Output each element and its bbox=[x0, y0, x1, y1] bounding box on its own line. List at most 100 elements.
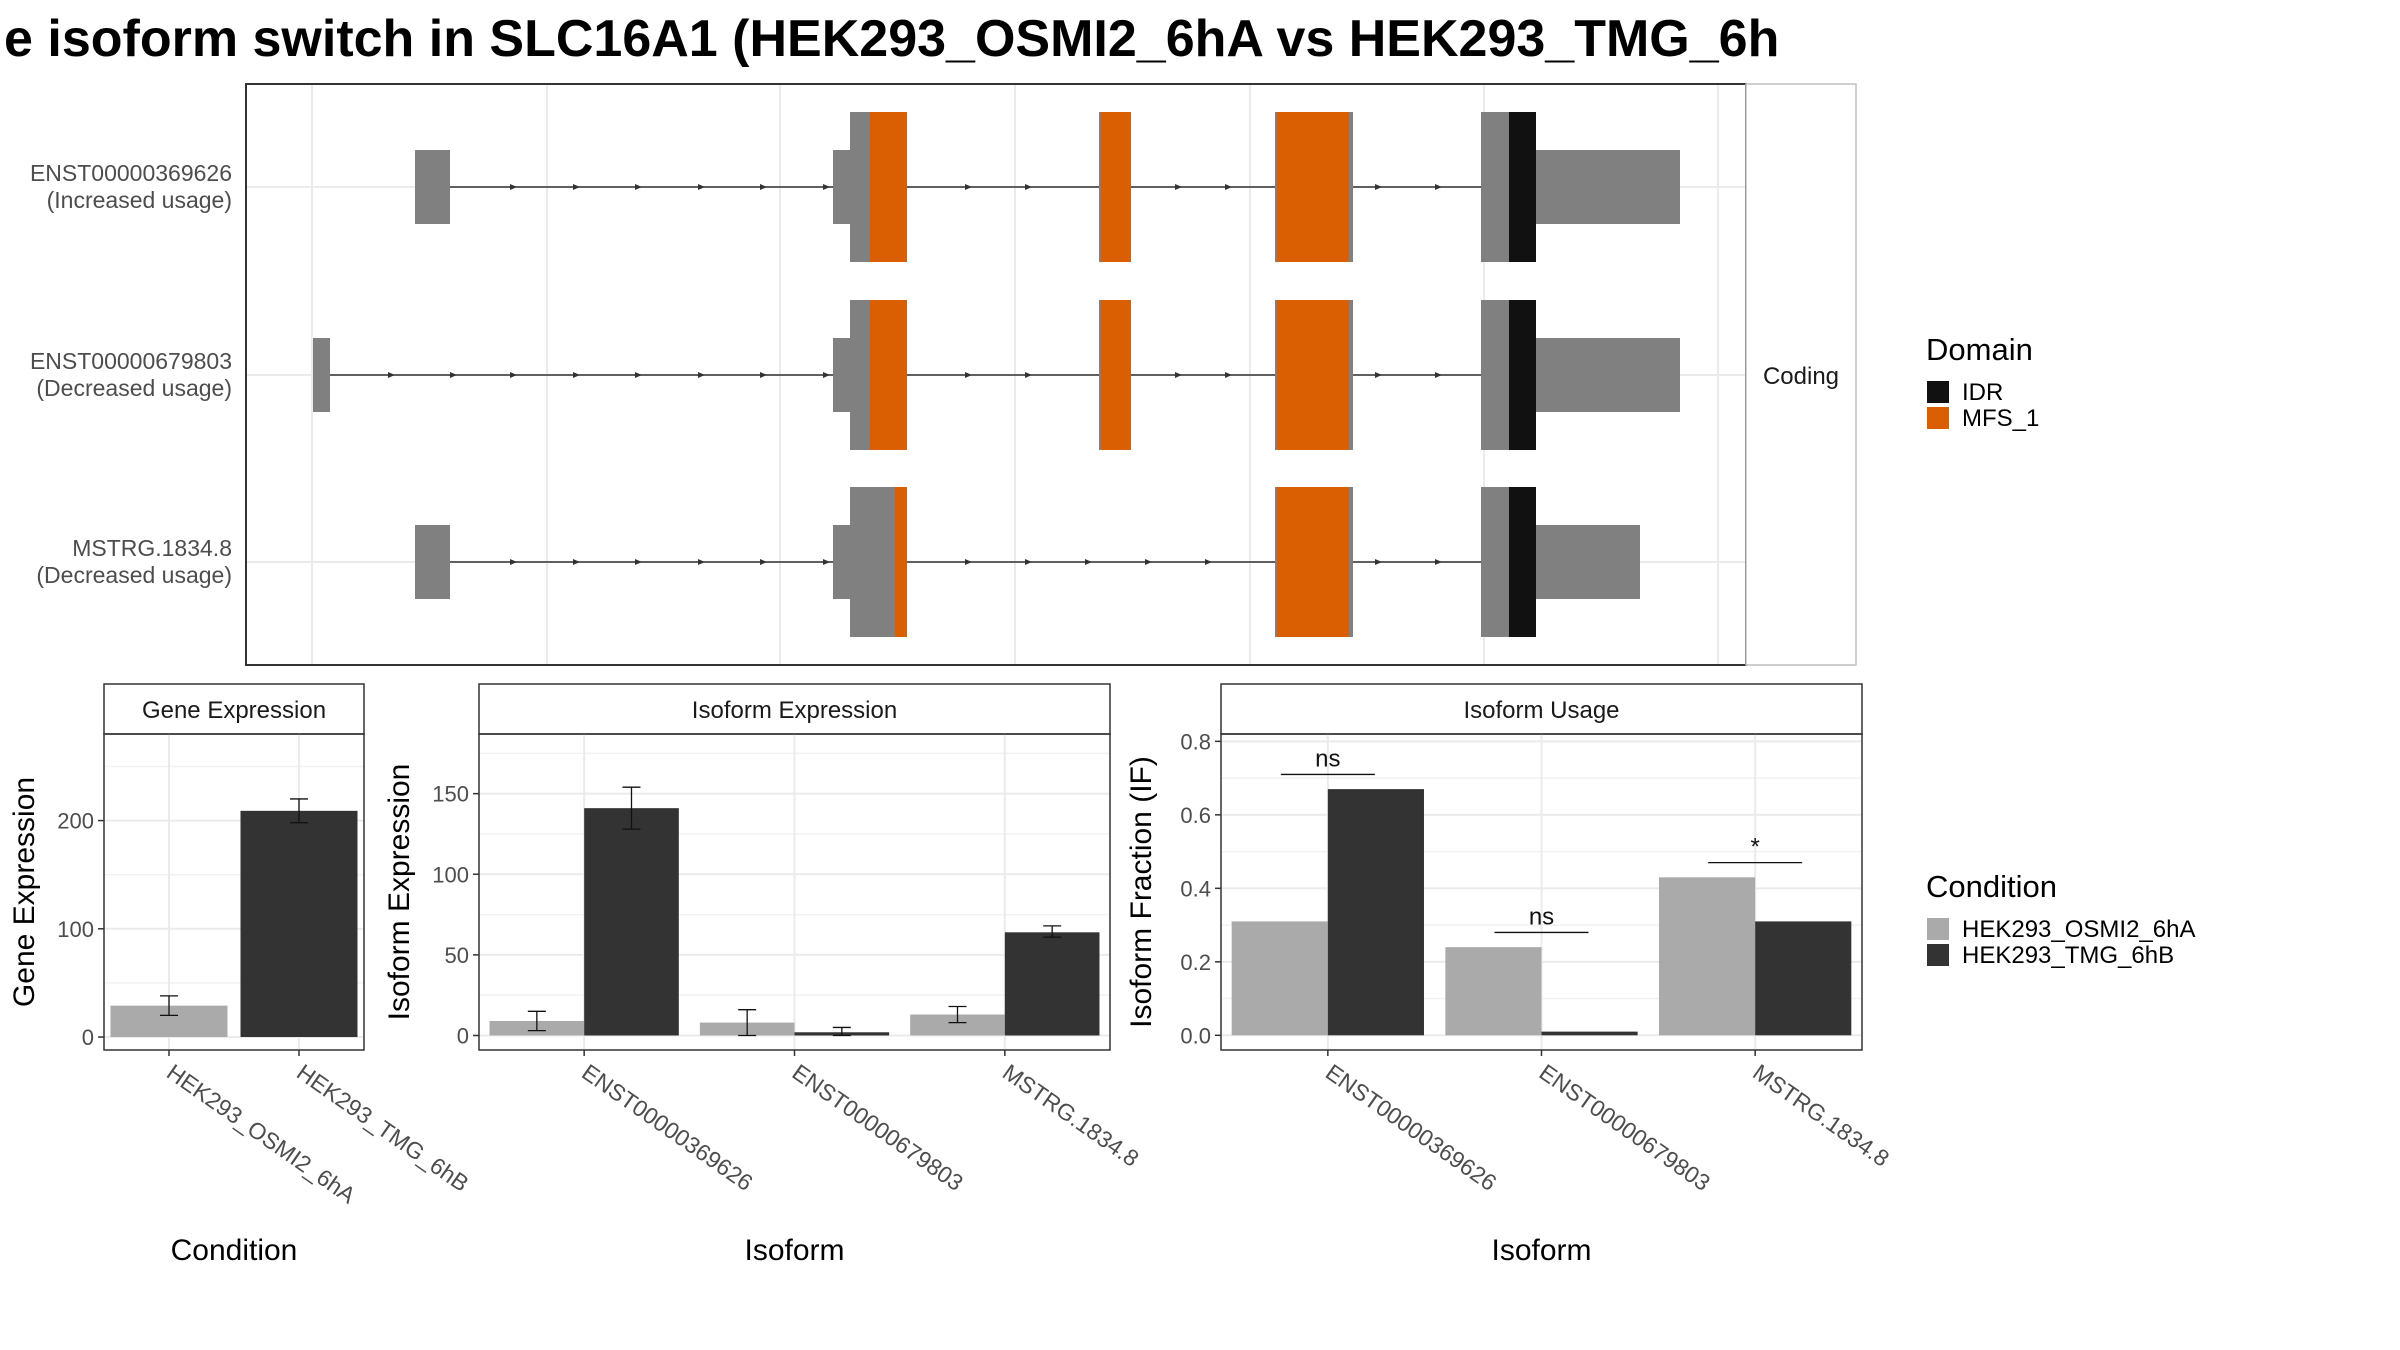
domain-idr bbox=[1509, 112, 1536, 262]
x-tick-label: ENST00000679803 bbox=[788, 1059, 968, 1196]
bar bbox=[584, 808, 679, 1036]
isoform-usage-panel: Isoform Usage 0.0 0.2 0.4 0.6 0.8 ENST00000369… bbox=[1125, 683, 1894, 1267]
exon bbox=[833, 150, 850, 224]
panel-border bbox=[1220, 733, 1863, 1051]
isoform-id-label: MSTRG.1834.8 bbox=[72, 535, 232, 561]
exon bbox=[1536, 338, 1680, 412]
exon bbox=[415, 525, 450, 599]
x-tick-label: ENST00000679803 bbox=[1535, 1059, 1715, 1196]
exon bbox=[833, 338, 850, 412]
intron-arrow-icon bbox=[760, 372, 767, 378]
bar bbox=[1445, 947, 1542, 1036]
intron-arrow-icon bbox=[573, 372, 580, 378]
y-tick-label: 50 bbox=[445, 943, 469, 968]
intron-arrow-icon bbox=[823, 184, 830, 190]
intron-arrow-icon bbox=[573, 184, 580, 190]
y-tick-label: 0.2 bbox=[1180, 950, 1211, 975]
intron-arrow-icon bbox=[1145, 559, 1152, 565]
domain-mfs-1 bbox=[1277, 487, 1349, 637]
intron-arrow-icon bbox=[635, 559, 642, 565]
intron-arrow-icon bbox=[760, 184, 767, 190]
panel-title: Gene Expression bbox=[142, 697, 326, 724]
isoform-usage-label: (Decreased usage) bbox=[36, 562, 232, 588]
intron-arrow-icon bbox=[1175, 184, 1182, 190]
intron-arrow-icon bbox=[450, 372, 457, 378]
intron-arrow-icon bbox=[1375, 559, 1382, 565]
bar-panels: Gene Expression0100200HEK293_OSMI2_6hAHE… bbox=[8, 683, 1894, 1267]
exon bbox=[850, 112, 870, 262]
isoform-usage-label: (Increased usage) bbox=[47, 187, 232, 213]
intron-arrow-icon bbox=[1375, 372, 1382, 378]
intron-arrow-icon bbox=[1375, 184, 1382, 190]
intron-arrow-icon bbox=[388, 372, 395, 378]
y-tick-label: 0 bbox=[82, 1025, 94, 1050]
legend-label: HEK293_OSMI2_6hA bbox=[1962, 916, 2195, 943]
y-tick-label: 100 bbox=[432, 862, 469, 887]
intron-arrow-icon bbox=[1085, 559, 1092, 565]
intron-arrow-icon bbox=[698, 372, 705, 378]
panel-strip bbox=[478, 683, 1111, 735]
legend-title: Condition bbox=[1926, 869, 2057, 904]
exon bbox=[415, 150, 450, 224]
panel-strip bbox=[103, 683, 365, 735]
exon bbox=[833, 525, 850, 599]
y-axis-title: Isoform Expression bbox=[383, 764, 416, 1021]
bar bbox=[1755, 921, 1852, 1036]
bar bbox=[240, 810, 358, 1038]
intron-arrow-icon bbox=[1225, 184, 1232, 190]
panel-title: Isoform Usage bbox=[1463, 697, 1619, 724]
isoform-expression-panel: Isoform Expression 0 50 100 150 ENST000003696… bbox=[383, 683, 1144, 1267]
bar bbox=[1659, 877, 1756, 1036]
panel-border bbox=[478, 733, 1111, 1051]
y-tick-label: 150 bbox=[432, 782, 469, 807]
bar bbox=[1004, 932, 1100, 1036]
x-axis-title: Isoform bbox=[1491, 1234, 1591, 1267]
intron-arrow-icon bbox=[823, 372, 830, 378]
intron-arrow-icon bbox=[1225, 372, 1232, 378]
bar bbox=[1541, 1031, 1638, 1036]
intron-arrow-icon bbox=[698, 559, 705, 565]
intron-arrow-icon bbox=[1205, 559, 1212, 565]
intron-arrow-icon bbox=[698, 184, 705, 190]
exon bbox=[1536, 525, 1640, 599]
x-tick-label: ENST00000369626 bbox=[1321, 1059, 1501, 1196]
legend-label: MFS_1 bbox=[1962, 405, 2039, 432]
exon bbox=[1536, 150, 1680, 224]
legend-key bbox=[1927, 381, 1949, 403]
domain-mfs-1 bbox=[1101, 112, 1131, 262]
facet-strip bbox=[1745, 83, 1857, 666]
exon bbox=[313, 338, 330, 412]
exon bbox=[1481, 300, 1508, 450]
domain-mfs-1 bbox=[1277, 112, 1349, 262]
y-tick-label: 100 bbox=[57, 917, 94, 942]
y-axis-title: Isoform Fraction (IF) bbox=[1125, 756, 1158, 1028]
intron-arrow-icon bbox=[760, 559, 767, 565]
isoform-usage-label: (Decreased usage) bbox=[36, 375, 232, 401]
significance-label: * bbox=[1750, 834, 1759, 861]
y-tick-label: 0.4 bbox=[1180, 876, 1211, 901]
transcript-row bbox=[415, 112, 1680, 262]
y-tick-label: 0.8 bbox=[1180, 729, 1211, 754]
domain-mfs-1 bbox=[1101, 300, 1131, 450]
exon bbox=[850, 300, 870, 450]
bar bbox=[1327, 789, 1424, 1036]
isoform-id-label: ENST00000369626 bbox=[30, 160, 232, 186]
legend-label: HEK293_TMG_6hB bbox=[1962, 942, 2174, 969]
intron-arrow-icon bbox=[965, 372, 972, 378]
domain-mfs-1 bbox=[870, 112, 907, 262]
exon bbox=[1481, 112, 1508, 262]
significance-label: ns bbox=[1315, 745, 1340, 772]
intron-arrow-icon bbox=[1175, 372, 1182, 378]
intron-arrow-icon bbox=[1435, 559, 1442, 565]
exon bbox=[850, 487, 870, 637]
domain-idr bbox=[1509, 487, 1536, 637]
bar bbox=[1231, 921, 1328, 1036]
intron-arrow-icon bbox=[573, 559, 580, 565]
figure-title: e isoform switch in SLC16A1 (HEK293_OSMI… bbox=[4, 10, 1779, 68]
y-tick-label: 0.0 bbox=[1180, 1023, 1211, 1048]
y-tick-label: 0 bbox=[457, 1023, 469, 1048]
intron-arrow-icon bbox=[965, 559, 972, 565]
